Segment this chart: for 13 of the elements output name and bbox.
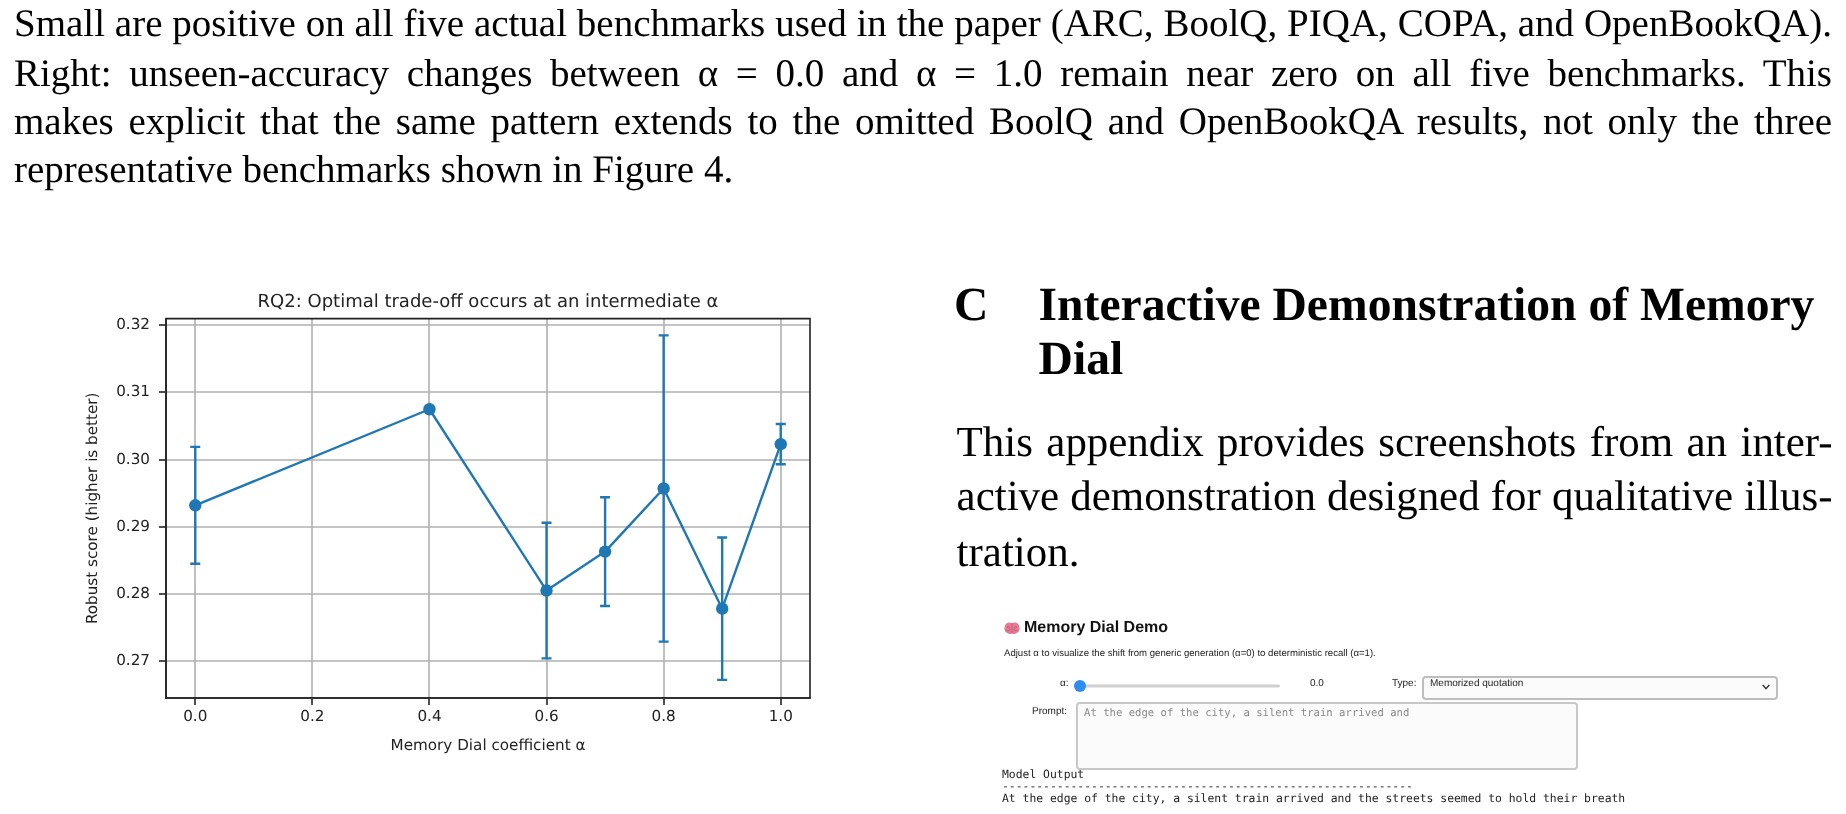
chart-title: RQ2: Optimal trade-off occurs at an intermediate α (257, 293, 719, 314)
text: Interactive Demonstration of Memory Dial (1038, 280, 1815, 390)
text: Small are positive on all five actual benchmarks used in the paper (ARC, BoolQ, PIQA, COPA, and OpenBookQA). Right: unseen-accuracy changes between α = 0.0 and α = 1.0 remain near zero on all five benchmarks. This makes explicit that the same pattern extends to the omitted BoolQ and OpenBookQA results, not only the three representative benchmarks shown in Figure 4. (14, 2, 1832, 197)
point (540, 584, 553, 597)
text: This appendix provides screenshots from an inter- active demonstration designed for qualitative illus- tration. (956, 415, 1833, 580)
point (423, 403, 436, 416)
point (189, 499, 202, 512)
point (657, 482, 670, 495)
point (715, 602, 729, 615)
text: C (954, 280, 989, 335)
point (598, 545, 612, 558)
point (774, 437, 787, 451)
text: Memory Dial Demo (1024, 618, 1169, 638)
